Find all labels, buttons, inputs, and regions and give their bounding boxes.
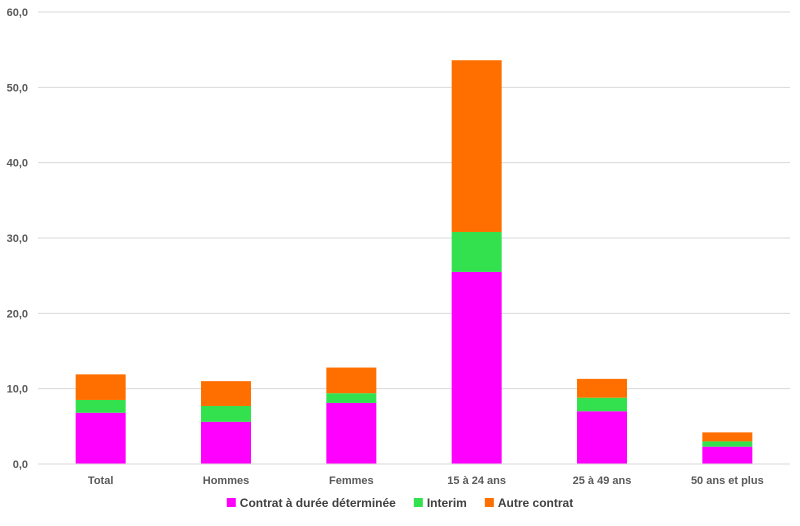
legend-item: Interim bbox=[413, 496, 467, 510]
bar-segment-autre-contrat bbox=[702, 432, 753, 442]
bar-segment-interim bbox=[451, 231, 502, 272]
x-tick-label: 25 à 49 ans bbox=[573, 475, 632, 487]
bar-segment-autre-contrat bbox=[577, 378, 627, 398]
bar-segment-interim bbox=[702, 441, 753, 447]
bar-segment-interim bbox=[577, 397, 627, 412]
bar-segment-autre-contrat bbox=[201, 381, 251, 406]
bar-segment-interim bbox=[326, 393, 377, 403]
bar-segment-autre-contrat bbox=[451, 60, 502, 232]
bar-segment-cdd bbox=[326, 402, 377, 464]
legend-label: Autre contrat bbox=[498, 496, 573, 510]
y-axis-ticks: 0,0 10,0 20,0 30,0 40,0 50,0 60,0 bbox=[7, 7, 28, 471]
bar-segment-autre-contrat bbox=[326, 367, 377, 394]
x-tick-label: Total bbox=[88, 475, 113, 487]
y-tick-label: 30,0 bbox=[7, 233, 28, 245]
bar-segment-autre-contrat bbox=[75, 374, 126, 400]
y-tick-label: 60,0 bbox=[7, 7, 28, 19]
legend-label: Interim bbox=[427, 496, 467, 510]
legend-label: Contrat à durée déterminée bbox=[240, 496, 396, 510]
x-tick-label: 50 ans et plus bbox=[691, 475, 764, 487]
bar-segment-interim bbox=[201, 405, 251, 422]
y-tick-label: 0,0 bbox=[13, 459, 28, 471]
x-tick-label: 15 à 24 ans bbox=[447, 475, 506, 487]
y-tick-label: 40,0 bbox=[7, 158, 28, 170]
bars bbox=[75, 60, 753, 464]
legend-swatch bbox=[226, 498, 236, 507]
x-tick-label: Hommes bbox=[203, 475, 249, 487]
bar-segment-cdd bbox=[451, 271, 502, 464]
y-tick-label: 10,0 bbox=[7, 384, 28, 396]
gridlines bbox=[38, 11, 790, 390]
bar-segment-cdd bbox=[201, 421, 251, 464]
legend-swatch bbox=[484, 498, 494, 507]
bar-segment-cdd bbox=[577, 411, 627, 464]
legend: Contrat à durée déterminée Interim Autre c… bbox=[226, 496, 573, 510]
legend-swatch bbox=[413, 498, 423, 507]
x-axis-ticks: Total Hommes Femmes 15 à 24 ans 25 à 49 ans 5… bbox=[88, 475, 764, 487]
bar-segment-cdd bbox=[75, 412, 126, 464]
bar-segment-interim bbox=[75, 399, 126, 413]
y-tick-label: 20,0 bbox=[7, 308, 28, 320]
y-tick-label: 50,0 bbox=[7, 82, 28, 94]
bar-segment-cdd bbox=[702, 446, 753, 464]
legend-item: Autre contrat bbox=[484, 496, 573, 510]
legend-item: Contrat à durée déterminée bbox=[226, 496, 396, 510]
x-tick-label: Femmes bbox=[329, 475, 374, 487]
